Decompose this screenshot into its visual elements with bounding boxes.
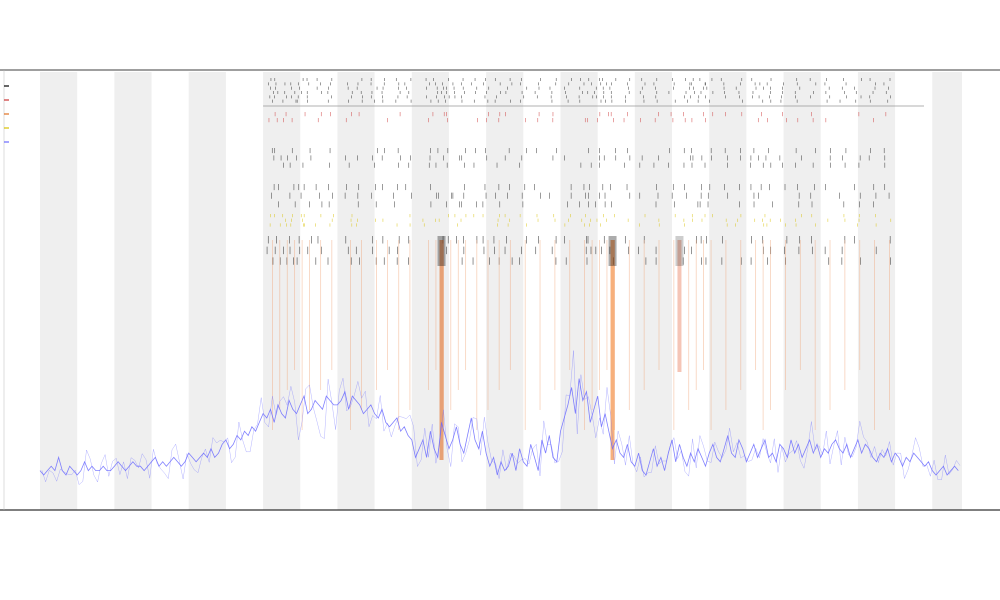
shaded-band-2 (188, 72, 226, 510)
shaded-band-8 (634, 72, 673, 510)
intensity-spike-1 (610, 240, 615, 460)
series-noise-0 (41, 350, 961, 486)
intensity-cap-1 (608, 236, 617, 266)
shaded-band-1 (114, 72, 152, 510)
shaded-band-6 (486, 72, 524, 510)
shaded-band-7 (560, 72, 598, 510)
intensity-spike-0 (439, 240, 444, 460)
intensity-spike-2 (677, 240, 682, 372)
intensity-spikes (272, 236, 890, 460)
intensity-cap-2 (675, 236, 684, 266)
series-line-0 (39, 378, 959, 476)
shaded-band-10 (783, 72, 821, 510)
series-line-group (39, 350, 961, 486)
legend (4, 85, 9, 143)
shaded-band-11 (857, 72, 896, 510)
background-bands (40, 72, 962, 510)
intensity-cap-0 (437, 236, 446, 266)
shaded-band-0 (40, 72, 78, 510)
shaded-band-3 (263, 72, 301, 510)
shaded-band-12 (932, 72, 962, 510)
shaded-band-4 (337, 72, 375, 510)
event-strips (263, 78, 924, 265)
